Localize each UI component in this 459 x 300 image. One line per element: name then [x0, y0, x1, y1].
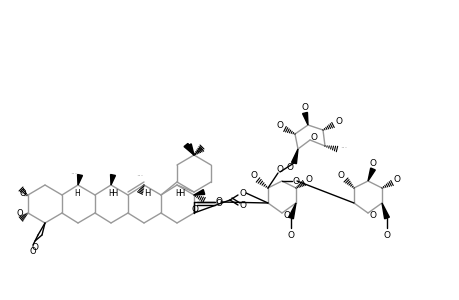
Text: O: O — [383, 230, 390, 239]
Text: H: H — [144, 190, 150, 199]
Text: O: O — [215, 197, 222, 206]
Text: O: O — [239, 188, 246, 197]
Text: ···: ··· — [340, 145, 347, 154]
Text: O: O — [369, 158, 375, 167]
Text: H: H — [108, 190, 114, 199]
Polygon shape — [186, 144, 194, 155]
Polygon shape — [110, 175, 115, 185]
Text: O: O — [276, 166, 283, 175]
Polygon shape — [367, 168, 375, 181]
Text: O: O — [301, 103, 308, 112]
Text: O: O — [283, 212, 290, 220]
Text: H: H — [111, 190, 117, 199]
Text: O: O — [31, 244, 39, 253]
Text: O: O — [337, 172, 344, 181]
Text: O: O — [292, 176, 299, 185]
Text: O: O — [310, 134, 317, 142]
Polygon shape — [381, 203, 388, 219]
Polygon shape — [302, 112, 308, 125]
Text: O: O — [20, 190, 26, 199]
Text: H: H — [178, 188, 184, 197]
Text: O: O — [276, 122, 283, 130]
Text: H: H — [74, 188, 80, 197]
Text: O: O — [369, 212, 375, 220]
Polygon shape — [184, 143, 194, 155]
Text: O: O — [17, 209, 23, 218]
Text: ···: ··· — [70, 170, 78, 179]
Polygon shape — [194, 190, 204, 195]
Text: O: O — [215, 200, 222, 208]
Polygon shape — [288, 203, 295, 219]
Text: O: O — [305, 176, 312, 184]
Text: H: H — [175, 188, 180, 197]
Text: O: O — [30, 248, 36, 256]
Text: O: O — [191, 206, 198, 214]
Text: O: O — [250, 172, 257, 181]
Text: O: O — [286, 163, 293, 172]
Text: O: O — [239, 200, 246, 209]
Polygon shape — [291, 149, 297, 164]
Text: O: O — [392, 176, 400, 184]
Text: O: O — [287, 230, 294, 239]
Text: ···: ··· — [136, 172, 143, 182]
Polygon shape — [78, 175, 82, 185]
Text: O: O — [335, 118, 342, 127]
